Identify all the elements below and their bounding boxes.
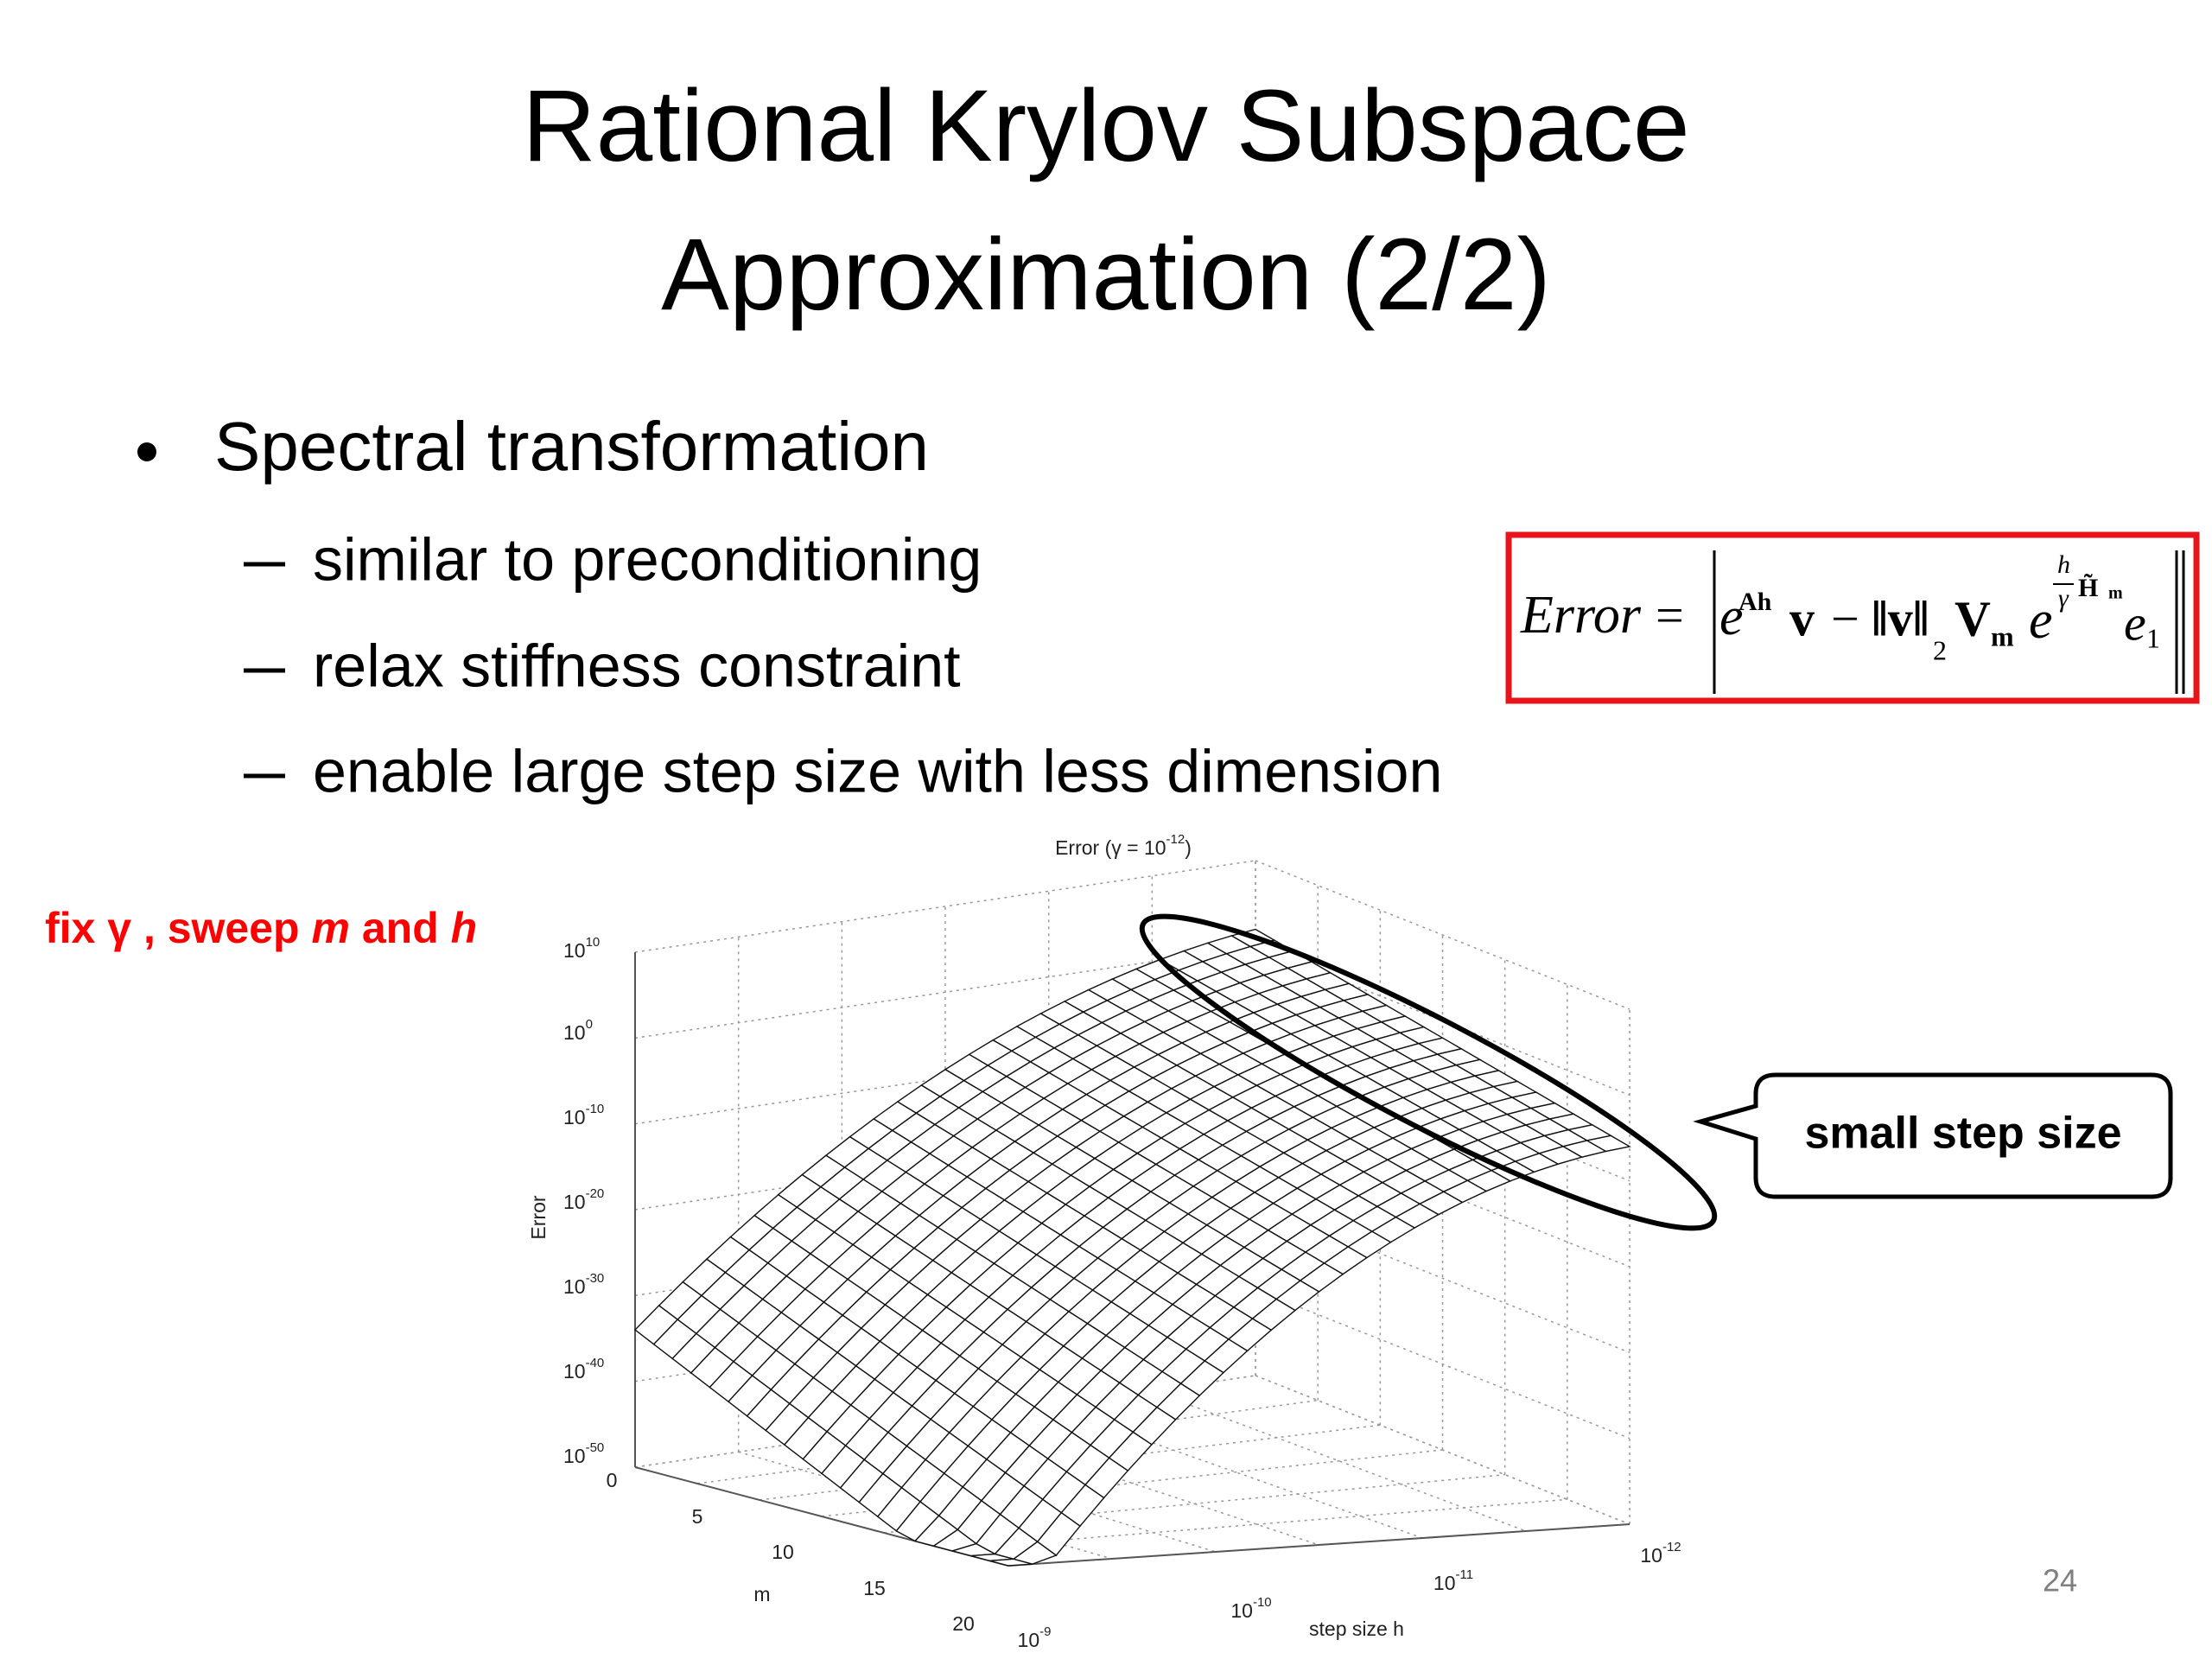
tick-base: 10 bbox=[563, 1445, 586, 1467]
surface-cell bbox=[989, 1558, 1033, 1567]
axis-label: step size h bbox=[1309, 1618, 1404, 1640]
formula-token: 1 bbox=[2146, 622, 2160, 653]
formula-box bbox=[1505, 531, 2200, 704]
formula-token: 2 bbox=[1933, 634, 1947, 665]
tick-exp: -20 bbox=[586, 1186, 605, 1201]
annotation-part: and bbox=[350, 904, 451, 952]
formula-token: e bbox=[2029, 591, 2053, 650]
callout-text: small step size bbox=[1804, 1109, 2121, 1159]
formula-token: e bbox=[2124, 594, 2146, 651]
tick-label: 10-20 bbox=[563, 1186, 604, 1213]
tick-label: 10-10 bbox=[1230, 1595, 1271, 1622]
grid-line bbox=[1255, 1288, 1630, 1440]
tick-exp: -10 bbox=[1253, 1595, 1272, 1610]
tick-exp: -10 bbox=[586, 1102, 605, 1116]
tick-exp: -11 bbox=[1456, 1567, 1474, 1582]
sub-bullet: relax stiffness constraint bbox=[313, 632, 961, 699]
figure-title-close: ) bbox=[1185, 836, 1192, 859]
grid-line bbox=[634, 860, 1256, 953]
callout-bubble bbox=[1693, 1072, 2173, 1199]
figure-title-exp: -12 bbox=[1166, 832, 1185, 847]
tick-base: 10 bbox=[563, 1360, 586, 1382]
title-line: Rational Krylov Subspace bbox=[522, 69, 1689, 183]
tick-label: 10-10 bbox=[563, 1102, 604, 1128]
tick-exp: -9 bbox=[1039, 1624, 1051, 1639]
formula-token: Ah bbox=[1738, 588, 1772, 616]
tick-label: 15 bbox=[863, 1577, 886, 1599]
tick-label: 20 bbox=[952, 1612, 975, 1635]
formula-token: V bbox=[1955, 590, 1991, 646]
tick-label: 100 bbox=[563, 1017, 593, 1044]
grid-line bbox=[1255, 1203, 1630, 1354]
axis-label: m bbox=[753, 1583, 770, 1605]
formula-token: v bbox=[1789, 590, 1815, 646]
formula-token: = bbox=[1656, 587, 1684, 643]
annotation-part: fix γ , sweep bbox=[45, 904, 311, 952]
highlight-ellipse bbox=[1139, 913, 1718, 1231]
formula-token: h bbox=[2057, 550, 2070, 579]
tick-exp: -12 bbox=[1662, 1540, 1681, 1554]
tick-base: 10 bbox=[1230, 1599, 1253, 1622]
figure-title-base: 10 bbox=[1144, 836, 1166, 859]
tick-label: 10-30 bbox=[563, 1271, 604, 1298]
tick-exp: -50 bbox=[586, 1440, 605, 1455]
tick-base: 10 bbox=[563, 1021, 586, 1044]
figure-title: Error (γ = 10-12) bbox=[1055, 832, 1192, 859]
axis-label: Error bbox=[527, 1195, 550, 1239]
formula-token: m bbox=[2108, 584, 2123, 603]
sub-bullet: enable large step size with less dimensi… bbox=[313, 737, 1442, 804]
grid-line bbox=[1255, 860, 1630, 1010]
tick-exp: 0 bbox=[586, 1017, 593, 1032]
tick-base: 10 bbox=[1433, 1572, 1456, 1594]
formula-token: − bbox=[1831, 590, 1859, 646]
formula-token: m bbox=[1991, 620, 2014, 652]
tick-label: 0 bbox=[607, 1469, 618, 1491]
formula-token: H̃ bbox=[2078, 574, 2098, 602]
tick-label: 10-12 bbox=[1640, 1540, 1681, 1567]
formula-token: ‖v‖ bbox=[1872, 590, 1929, 646]
formula-token: γ bbox=[2058, 584, 2069, 613]
tick-label: 10-9 bbox=[1018, 1624, 1052, 1651]
grid-line bbox=[1255, 1375, 1630, 1525]
tick-label: 1010 bbox=[563, 935, 600, 962]
tick-exp: -30 bbox=[586, 1271, 605, 1286]
tick-base: 10 bbox=[1018, 1629, 1040, 1651]
annotation: fix γ , sweep m and h bbox=[45, 904, 477, 952]
tick-exp: 10 bbox=[586, 935, 601, 950]
sub-bullet: similar to preconditioning bbox=[313, 525, 982, 593]
annotation-part: h bbox=[451, 904, 478, 952]
page-number: 24 bbox=[2043, 1563, 2077, 1599]
tick-label: 10-40 bbox=[563, 1356, 604, 1382]
formula-token: Error bbox=[1520, 586, 1642, 645]
formula-token: e bbox=[1719, 588, 1744, 646]
axis-line bbox=[1007, 1523, 1630, 1567]
annotation-part: m bbox=[311, 904, 349, 952]
tick-base: 10 bbox=[563, 1275, 586, 1298]
tick-base: 10 bbox=[563, 1106, 586, 1128]
tick-base: 10 bbox=[563, 1191, 586, 1213]
title-line: Approximation (2/2) bbox=[661, 218, 1551, 332]
figure: Error (γ = 10-12)101010010-1010-2010-301… bbox=[527, 832, 1681, 1651]
tick-label: 10 bbox=[772, 1541, 794, 1563]
tick-label: 10-50 bbox=[563, 1440, 604, 1467]
tick-label: 5 bbox=[692, 1505, 703, 1528]
tick-base: 10 bbox=[563, 939, 586, 962]
figure-title-text: Error (γ = bbox=[1055, 836, 1144, 859]
bullet-marker bbox=[137, 442, 156, 461]
tick-exp: -40 bbox=[586, 1356, 605, 1370]
tick-label: 10-11 bbox=[1433, 1567, 1473, 1594]
tick-base: 10 bbox=[1640, 1544, 1662, 1567]
bullet: Spectral transformation bbox=[214, 408, 929, 485]
